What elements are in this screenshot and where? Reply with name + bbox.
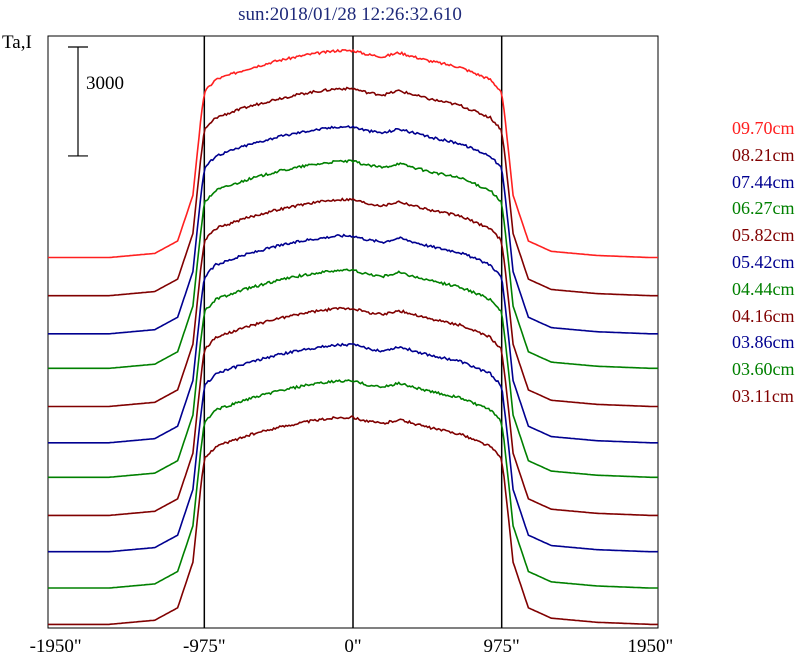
legend-entry-06.27cm: 06.27cm xyxy=(732,198,795,219)
legend-entry-04.16cm: 04.16cm xyxy=(732,305,795,326)
scale-bar-label: 3000 xyxy=(86,73,124,94)
series-line-08.21cm xyxy=(48,86,658,297)
legend-entry-03.60cm: 03.60cm xyxy=(732,359,795,380)
legend-entry-03.11cm: 03.11cm xyxy=(732,386,794,406)
legend-entry-07.44cm: 07.44cm xyxy=(732,171,795,192)
legend-entry-08.21cm: 08.21cm xyxy=(732,144,795,165)
series-line-09.70cm xyxy=(48,48,658,259)
series-line-03.86cm xyxy=(48,342,658,553)
series-line-04.44cm xyxy=(48,268,658,479)
x-tick-label-1: -975" xyxy=(183,636,226,657)
legend-entry-09.70cm: 09.70cm xyxy=(732,118,795,138)
legend-entry-05.42cm: 05.42cm xyxy=(732,252,795,272)
series-line-05.82cm xyxy=(48,197,658,408)
x-tick-label-0: -1950" xyxy=(29,636,82,657)
series-line-07.44cm xyxy=(48,125,658,335)
x-tick-label-2: 0" xyxy=(344,636,362,657)
chart-title: sun:2018/01/28 12:26:32.610 xyxy=(238,4,462,25)
legend-entry-04.44cm: 04.44cm xyxy=(732,278,795,299)
x-tick-label-3: 975" xyxy=(483,636,520,657)
x-tick-label-4: 1950" xyxy=(627,636,674,657)
y-axis-label: Ta,I xyxy=(2,32,32,53)
series-line-04.16cm xyxy=(48,306,658,517)
series-line-03.11cm xyxy=(48,415,658,626)
series-line-05.42cm xyxy=(48,233,658,444)
series-line-06.27cm xyxy=(48,159,658,370)
legend-entry-03.86cm: 03.86cm xyxy=(732,332,795,353)
series-line-03.60cm xyxy=(48,379,658,589)
legend-entry-05.82cm: 05.82cm xyxy=(732,225,795,246)
